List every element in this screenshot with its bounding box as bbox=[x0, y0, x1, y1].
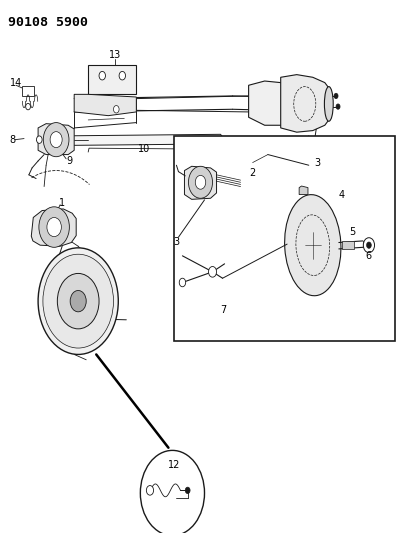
Text: 2: 2 bbox=[249, 168, 256, 177]
Text: 10: 10 bbox=[138, 144, 151, 154]
Circle shape bbox=[367, 242, 371, 248]
Text: 5: 5 bbox=[350, 227, 356, 237]
Polygon shape bbox=[281, 75, 329, 132]
Circle shape bbox=[195, 175, 206, 189]
Text: 3: 3 bbox=[315, 158, 321, 167]
Polygon shape bbox=[74, 94, 136, 116]
Circle shape bbox=[36, 136, 42, 143]
Circle shape bbox=[38, 248, 118, 354]
Circle shape bbox=[146, 486, 154, 495]
Polygon shape bbox=[184, 166, 217, 199]
Circle shape bbox=[363, 238, 375, 253]
Ellipse shape bbox=[324, 86, 333, 122]
Circle shape bbox=[70, 290, 86, 312]
Polygon shape bbox=[299, 186, 308, 195]
Polygon shape bbox=[56, 134, 225, 146]
Text: 6: 6 bbox=[365, 251, 371, 261]
Circle shape bbox=[140, 450, 205, 533]
Text: 14: 14 bbox=[10, 78, 22, 87]
Circle shape bbox=[43, 123, 69, 157]
Bar bbox=[342, 241, 354, 249]
Bar bbox=[174, 136, 395, 341]
Circle shape bbox=[209, 266, 217, 277]
Circle shape bbox=[99, 71, 105, 80]
Circle shape bbox=[307, 158, 313, 166]
Circle shape bbox=[47, 217, 61, 237]
Text: 7: 7 bbox=[220, 305, 226, 315]
Ellipse shape bbox=[285, 195, 341, 296]
Circle shape bbox=[179, 278, 186, 287]
Circle shape bbox=[334, 93, 338, 99]
Circle shape bbox=[336, 104, 340, 109]
Circle shape bbox=[57, 273, 99, 329]
Bar bbox=[22, 86, 34, 96]
Text: 12: 12 bbox=[168, 461, 180, 470]
Circle shape bbox=[39, 207, 69, 247]
Text: 3: 3 bbox=[173, 237, 180, 247]
Bar bbox=[88, 65, 136, 94]
Polygon shape bbox=[38, 124, 74, 155]
Text: 9: 9 bbox=[66, 156, 72, 166]
Text: 8: 8 bbox=[9, 135, 15, 144]
Circle shape bbox=[43, 254, 113, 348]
Circle shape bbox=[188, 166, 213, 198]
Circle shape bbox=[50, 132, 62, 148]
Polygon shape bbox=[249, 81, 289, 125]
Text: 1: 1 bbox=[59, 198, 65, 207]
Circle shape bbox=[185, 487, 190, 494]
Circle shape bbox=[119, 71, 126, 80]
Text: 4: 4 bbox=[339, 190, 345, 199]
Text: 90108 5900: 90108 5900 bbox=[8, 16, 88, 29]
Polygon shape bbox=[31, 209, 76, 246]
Text: 13: 13 bbox=[109, 51, 122, 60]
Circle shape bbox=[113, 106, 119, 113]
